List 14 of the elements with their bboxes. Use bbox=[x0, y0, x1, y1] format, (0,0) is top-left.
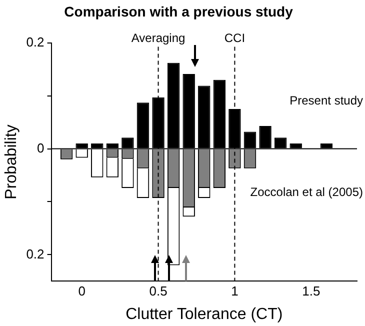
y-tick-label: 0.2 bbox=[26, 34, 44, 50]
x-tick-label: 1.5 bbox=[302, 284, 320, 299]
x-tick-label: 0 bbox=[78, 284, 86, 299]
text: Present study bbox=[290, 93, 363, 108]
ref-line-label: CCI bbox=[224, 31, 246, 46]
x-tick-label: 0.5 bbox=[149, 284, 168, 299]
series-label: Zoccolan et al (2005) bbox=[250, 184, 363, 199]
y-tick-label: 0 bbox=[37, 140, 44, 156]
x-tick-label: 1 bbox=[231, 284, 238, 299]
y-tick-label: 0.2 bbox=[26, 246, 44, 262]
chart-title: Comparison with a previous study bbox=[64, 3, 294, 20]
y-axis-title: Probability bbox=[3, 124, 20, 200]
x-axis-title: Clutter Tolerance (CT) bbox=[126, 306, 283, 323]
ref-line-label: Averaging bbox=[131, 31, 186, 46]
